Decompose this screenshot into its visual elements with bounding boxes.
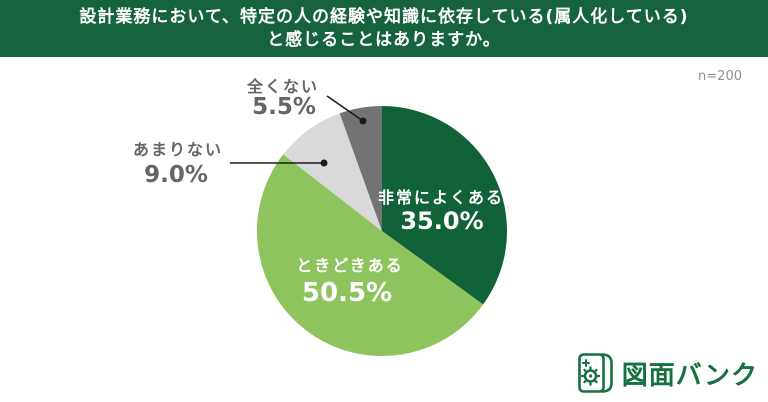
blueprint-gear-icon [577, 353, 613, 393]
sample-size-label: n=200 [698, 69, 742, 84]
slice-label-sometimes: ときどきある [296, 256, 404, 275]
pie-slice-never [339, 106, 382, 231]
slice-label-never: 全くない [246, 77, 319, 96]
leader-dot-never [359, 117, 367, 125]
question-line1: 設計業務において、特定の人の経験や知識に依存している(属人化している) [79, 7, 689, 27]
question-banner: 設計業務において、特定の人の経験や知識に依存している(属人化している) と感じる… [0, 0, 768, 57]
slice-percent-sometimes: 50.5% [302, 278, 392, 308]
leader-dot-rarely [320, 159, 328, 167]
pie-slice-rarely [283, 113, 382, 231]
slice-percent-very-often: 35.0% [400, 207, 483, 235]
slice-percent-rarely: 9.0% [144, 162, 208, 188]
question-line2: と感じることはありますか。 [267, 30, 501, 50]
slice-label-very-often: 非常によくある [378, 188, 504, 207]
slice-percent-never: 5.5% [252, 94, 316, 120]
pie-slice-very-often [382, 105, 508, 305]
leader-line-never [326, 95, 364, 122]
pie-slices [256, 105, 508, 357]
slice-label-rarely: あまりない [133, 140, 223, 159]
gear-teeth [580, 366, 600, 386]
brand-name: 図面バンク [621, 360, 758, 391]
brand-logo: 図面バンク [575, 351, 758, 395]
pie-slice-sometimes [256, 154, 484, 357]
